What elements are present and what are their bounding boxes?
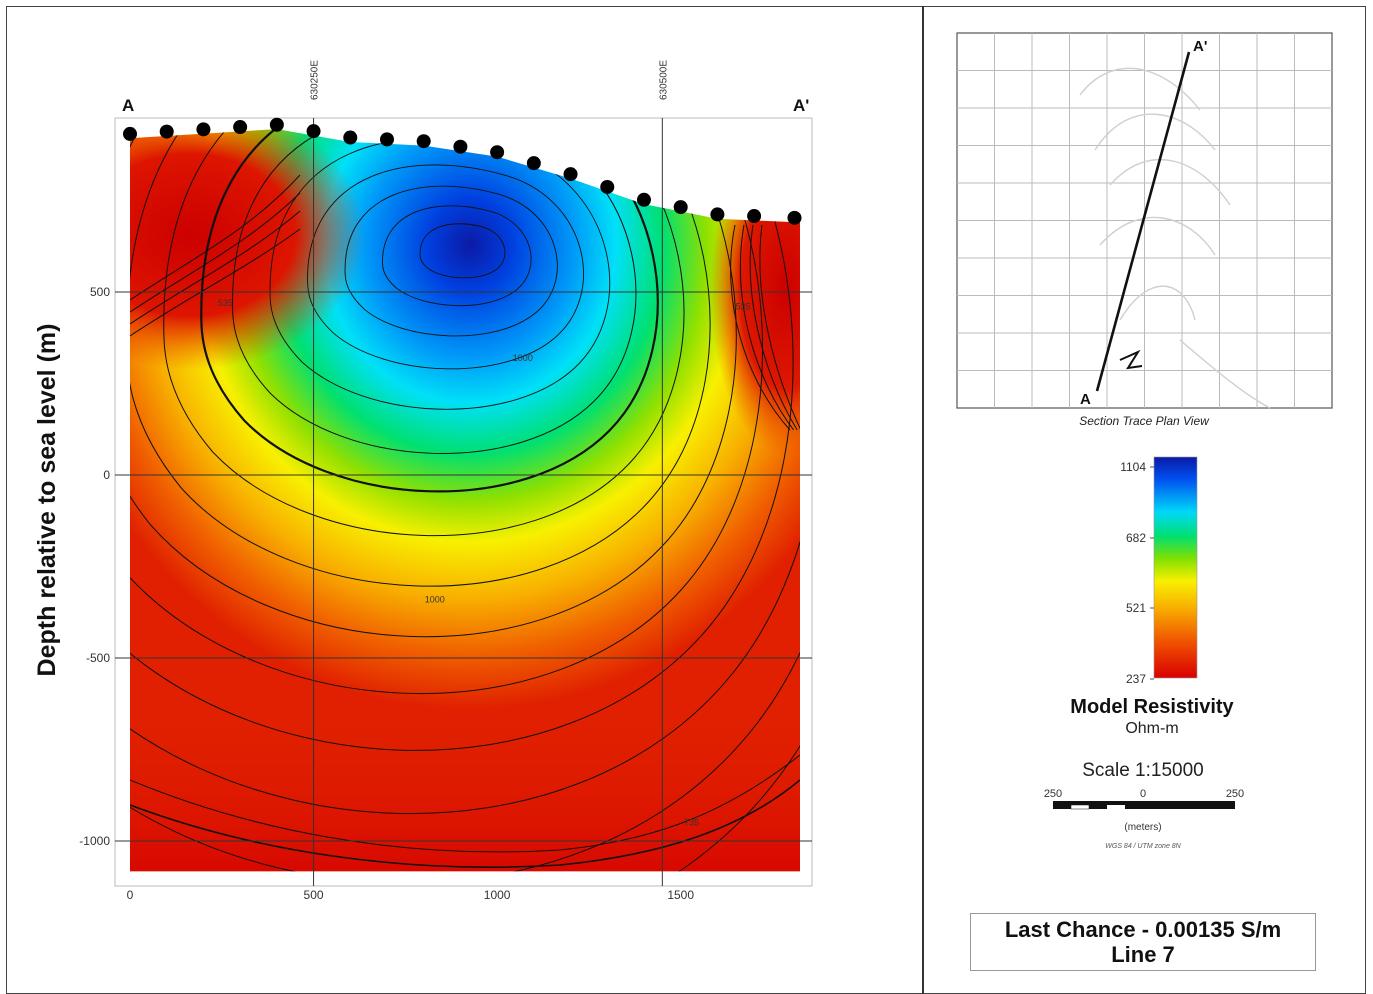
scale-projection: WGS 84 / UTM zone 8N <box>1105 843 1181 850</box>
contour-line <box>759 224 800 431</box>
contour-line <box>130 129 711 587</box>
x-tick-label: 1500 <box>667 888 694 902</box>
scale-units: (meters) <box>1124 822 1161 833</box>
contour-line <box>130 129 763 695</box>
contour-line <box>231 129 637 454</box>
station-markers <box>123 117 802 225</box>
station-dot <box>196 122 211 137</box>
resistivity-section-chart: 0 500 1000 1500 500 0 -500 -1000 630250E 630500… <box>33 60 813 902</box>
scale-tick-left: 250 <box>1044 788 1062 800</box>
easting-label: 630500E <box>658 60 669 100</box>
easting-markers: 630250E 630500E <box>310 60 670 100</box>
station-dot <box>747 209 762 224</box>
contour-line <box>419 223 506 279</box>
title-box: Last Chance - 0.00135 S/m Line 7 <box>970 913 1316 971</box>
contour-labels: 535 1000 1000 735 535 <box>218 298 751 828</box>
chart-grid <box>114 117 813 887</box>
y-axis-ticks: 500 0 -500 -1000 <box>79 285 110 848</box>
contour-line <box>200 129 659 493</box>
y-tick-label: 500 <box>90 285 110 299</box>
contour-line <box>739 224 794 431</box>
color-scale: 1104 682 521 237 <box>1120 456 1198 686</box>
scale-tick-mid: 0 <box>1140 788 1146 800</box>
scale-bar <box>1053 801 1235 810</box>
contour-line <box>130 754 800 853</box>
easting-label: 630250E <box>310 60 321 100</box>
contour-label: 735 <box>684 818 699 828</box>
contour-line <box>730 224 791 431</box>
deep-conductive-layer <box>130 700 800 872</box>
station-dot <box>159 124 174 139</box>
color-scale-units: Ohm-m <box>1125 720 1178 737</box>
station-dot <box>416 134 431 149</box>
plan-view-caption: Section Trace Plan View <box>1079 414 1210 428</box>
contour-line <box>269 138 611 410</box>
station-dot <box>379 132 394 147</box>
contour-lines <box>130 129 800 872</box>
contour-line <box>130 192 301 313</box>
x-tick-label: 500 <box>304 888 324 902</box>
conductive-zone-east <box>710 129 800 455</box>
station-dot <box>343 130 358 145</box>
station-dot <box>526 156 541 171</box>
y-tick-label: 0 <box>103 468 110 482</box>
scale-text: Scale 1:15000 <box>1082 760 1204 781</box>
station-dot <box>453 139 468 154</box>
section-start-label: A <box>122 96 134 115</box>
contour-line <box>130 228 301 337</box>
plot-frame <box>114 117 813 887</box>
contour-label: 535 <box>218 298 233 308</box>
contour-line <box>130 174 301 301</box>
contour-line <box>382 205 532 307</box>
x-axis-ticks: 0 500 1000 1500 <box>127 888 695 902</box>
contour-label: 535 <box>736 302 751 312</box>
x-tick-label: 0 <box>127 888 134 902</box>
panel-divider <box>922 6 924 994</box>
station-dot <box>787 210 802 225</box>
station-dot <box>490 145 505 160</box>
station-dot <box>636 192 651 207</box>
contour-label: 1000 <box>425 594 445 604</box>
contour-line <box>130 129 737 638</box>
color-scale-title: Model Resistivity <box>1070 696 1234 718</box>
y-tick-label: -500 <box>86 651 110 665</box>
station-dot <box>123 126 137 141</box>
scale-tick-right: 250 <box>1226 788 1244 800</box>
station-dot <box>673 200 688 215</box>
plan-start-label: A <box>1080 391 1091 408</box>
color-scale-tick-label: 682 <box>1126 531 1146 545</box>
color-scale-tick-label: 237 <box>1126 672 1146 686</box>
color-scale-bar <box>1153 456 1198 679</box>
title-line-2: Line 7 <box>1111 942 1175 967</box>
side-panel: A A' Section Trace Plan View 1104 682 521 2… <box>956 32 1333 850</box>
title-line-1: Last Chance - 0.00135 S/m <box>1004 917 1282 942</box>
station-dot <box>306 124 321 139</box>
plan-view-map: A A' <box>956 32 1333 409</box>
section-trace-line <box>1095 51 1191 392</box>
section-end-label: A' <box>793 96 809 115</box>
y-tick-label: -1000 <box>79 834 110 848</box>
contour-line <box>130 210 301 325</box>
contour-label: 1000 <box>513 353 533 363</box>
contour-line <box>344 185 558 337</box>
y-axis-label: Depth relative to sea level (m) <box>33 324 61 677</box>
contour-line <box>163 129 685 537</box>
station-dot <box>269 117 284 132</box>
color-scale-tick-label: 521 <box>1126 601 1146 615</box>
station-dot <box>600 179 615 194</box>
station-dot <box>233 120 248 135</box>
conductive-zone-west <box>130 129 365 370</box>
contour-line <box>749 224 798 431</box>
station-dot <box>563 167 578 182</box>
contour-line <box>307 164 584 370</box>
contour-line <box>130 779 800 868</box>
x-tick-label: 1000 <box>484 888 511 902</box>
station-dot <box>710 207 725 222</box>
color-scale-tick-label: 1104 <box>1120 460 1146 474</box>
contour-line <box>130 129 794 751</box>
plan-end-label: A' <box>1193 38 1207 55</box>
